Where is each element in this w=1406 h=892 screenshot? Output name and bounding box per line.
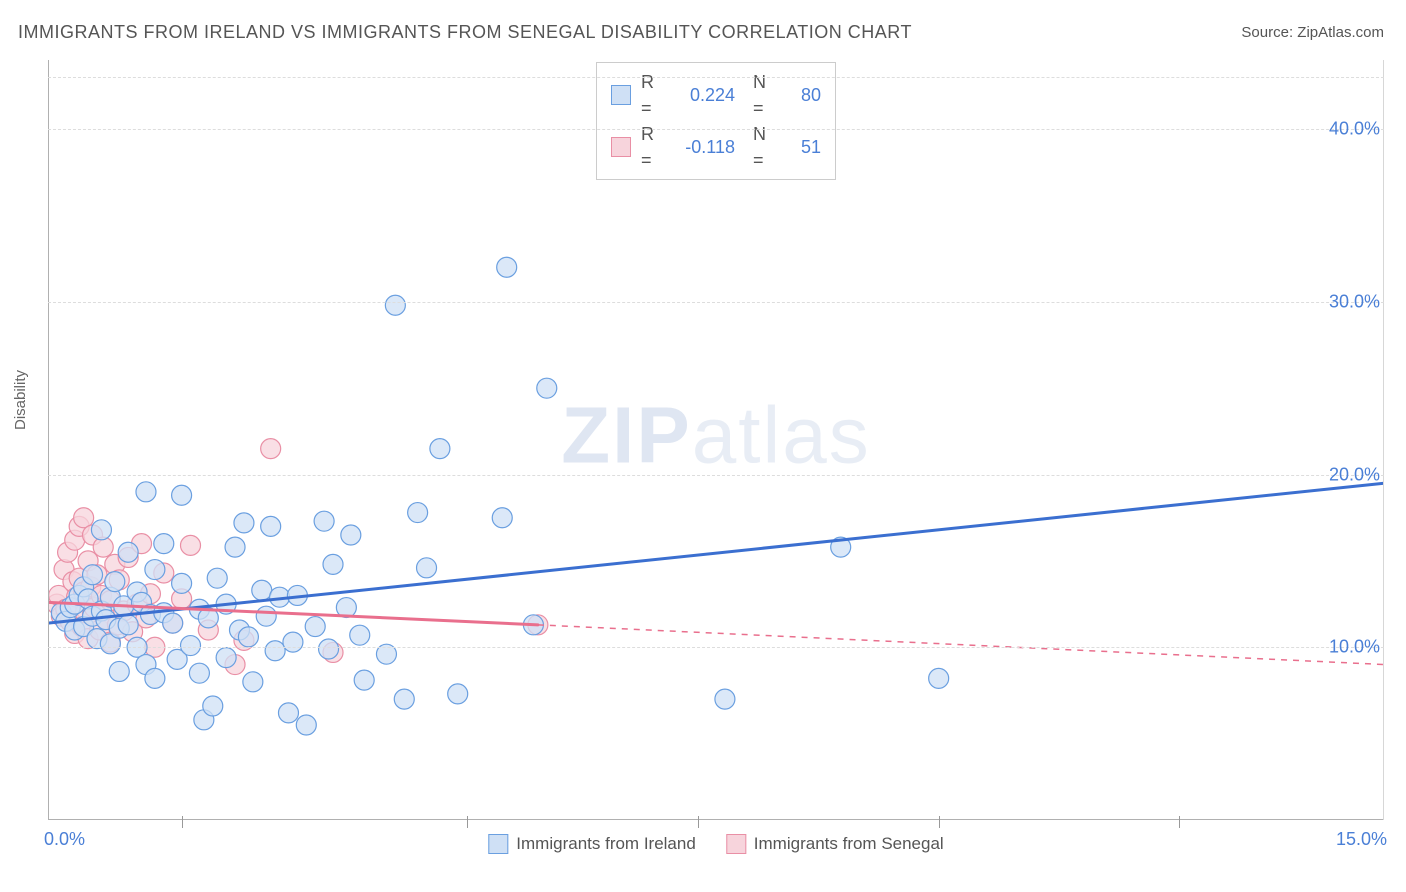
y-tick-label: 10.0% [1329,637,1380,658]
y-tick-label: 30.0% [1329,291,1380,312]
y-tick-label: 40.0% [1329,119,1380,140]
swatch-senegal [726,834,746,854]
y-axis-label: Disability [12,370,29,430]
x-tick-label: 15.0% [1336,829,1387,850]
gridline [48,77,1384,78]
x-tick [467,816,468,828]
source-attribution: Source: ZipAtlas.com [1241,24,1384,41]
gridline [48,129,1384,130]
n-value-senegal: 51 [791,134,821,160]
legend-label-ireland: Immigrants from Ireland [516,834,696,854]
r-value-senegal: -0.118 [679,134,735,160]
x-tick [182,816,183,828]
gridline [48,647,1384,648]
series-legend: Immigrants from Ireland Immigrants from … [488,834,943,854]
x-tick [698,816,699,828]
swatch-ireland [488,834,508,854]
n-value-ireland: 80 [791,82,821,108]
gridline [48,302,1384,303]
legend-item-ireland: Immigrants from Ireland [488,834,696,854]
source-label: Source: [1241,24,1297,41]
right-axis-line [1383,60,1384,820]
correlation-legend: R = 0.224 N = 80 R = -0.118 N = 51 [596,62,836,180]
swatch-senegal [611,137,631,157]
chart-title: IMMIGRANTS FROM IRELAND VS IMMIGRANTS FR… [18,22,912,43]
legend-item-senegal: Immigrants from Senegal [726,834,944,854]
x-tick-label: 0.0% [44,829,85,850]
x-tick [1179,816,1180,828]
x-axis-line [48,819,1384,820]
gridline [48,475,1384,476]
swatch-ireland [611,85,631,105]
source-name: ZipAtlas.com [1297,24,1384,41]
y-axis-line [48,60,49,820]
x-tick [939,816,940,828]
y-tick-label: 20.0% [1329,464,1380,485]
r-value-ireland: 0.224 [679,82,735,108]
plot-area: ZIPatlas R = 0.224 N = 80 R = -0.118 N =… [48,60,1384,820]
legend-label-senegal: Immigrants from Senegal [754,834,944,854]
